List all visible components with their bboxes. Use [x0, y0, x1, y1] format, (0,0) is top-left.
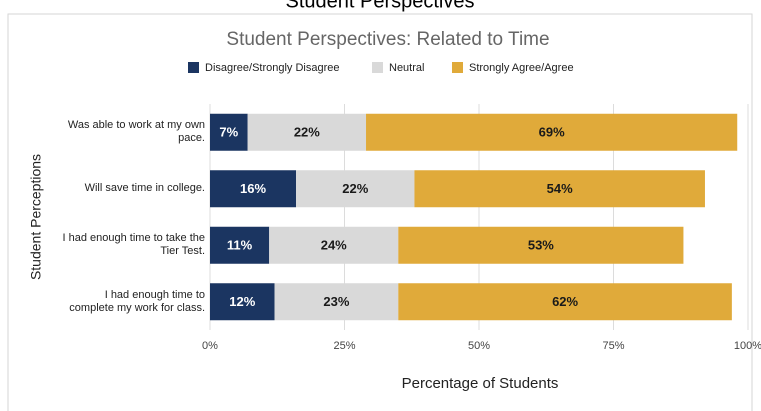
bar-segment: [269, 226, 399, 264]
x-tick-label: 50%: [468, 340, 490, 352]
data-label: 16%: [240, 181, 266, 196]
x-tick-label: 75%: [602, 340, 624, 352]
data-label: 62%: [552, 294, 578, 309]
legend-swatch: [452, 62, 463, 73]
chart-title: Student Perspectives: Related to Time: [226, 29, 549, 50]
bar-segment: [296, 170, 415, 208]
legend-label: Neutral: [389, 62, 424, 74]
bar-segment: [274, 283, 399, 321]
y-tick-label: I had enough time to take the Tier Test.: [62, 232, 206, 258]
data-label: 7%: [219, 125, 238, 140]
bar-segment: [247, 113, 367, 151]
data-label: 24%: [321, 238, 347, 253]
bar-segment: [366, 113, 738, 151]
x-tick-label: 25%: [333, 340, 355, 352]
category-label-box: I had enough time to take the Tier Test.: [62, 232, 206, 258]
bar-segment: [210, 283, 275, 321]
data-label: 69%: [539, 125, 565, 140]
data-label: 54%: [547, 181, 573, 196]
y-tick-label: Was able to work at my own pace.: [67, 119, 205, 145]
category-label-box: Will save time in college.: [84, 182, 205, 195]
y-tick-label: Will save time in college.: [84, 182, 205, 195]
bar-segment: [210, 170, 297, 208]
legend-label: Strongly Agree/Agree: [469, 62, 574, 74]
data-label: 23%: [323, 294, 349, 309]
x-axis-label: Percentage of Students: [402, 375, 559, 392]
bar-segment: [414, 170, 705, 208]
bar-segment: [210, 113, 248, 151]
bar-segment: [210, 226, 270, 264]
data-label: 12%: [229, 294, 255, 309]
legend-label: Disagree/Strongly Disagree: [205, 62, 340, 74]
legend-swatch: [188, 62, 199, 73]
super-title: Student Perspectives: [286, 0, 475, 12]
chart-border: [7, 13, 753, 411]
x-tick-label: 100%: [734, 340, 761, 352]
data-label: 22%: [342, 181, 368, 196]
data-label: 22%: [294, 125, 320, 140]
bar-segment: [398, 283, 732, 321]
bar-segment: [398, 226, 684, 264]
data-label: 11%: [227, 238, 253, 253]
y-tick-label: I had enough time to complete my work fo…: [69, 288, 205, 314]
data-label: 53%: [528, 238, 554, 253]
legend-swatch: [372, 62, 383, 73]
category-label-box: Was able to work at my own pace.: [67, 119, 205, 145]
x-tick-label: 0%: [202, 340, 218, 352]
y-axis-label: Student Perceptions: [28, 154, 44, 280]
category-label-box: I had enough time to complete my work fo…: [69, 288, 205, 314]
